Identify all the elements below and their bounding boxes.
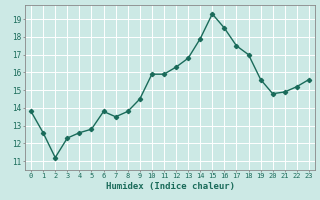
X-axis label: Humidex (Indice chaleur): Humidex (Indice chaleur) — [106, 182, 235, 191]
